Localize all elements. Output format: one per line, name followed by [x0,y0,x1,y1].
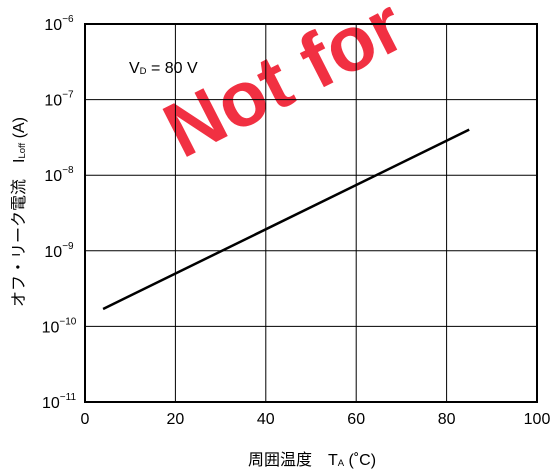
x-tick-label: 20 [167,411,185,428]
plot-frame [84,23,538,403]
x-tick-label: 80 [438,411,456,428]
x-tick-label: 0 [81,411,90,428]
y-tick-label: 10−6 [44,14,74,34]
y-tick-labels: 10−6 10−7 10−8 10−9 10−10 10−11 [42,14,77,412]
y-tick-label: 10−8 [44,165,74,185]
plot-border [84,23,538,403]
watermark: Not for [150,0,418,174]
y-axis-label: オフ・リーク電流 ILoff (A) [10,117,28,307]
y-tick-label: 10−11 [42,392,76,412]
y-tick-label: 10−7 [44,90,74,110]
y-tick-label: 10−9 [44,241,74,261]
y-tick-label: 10−10 [42,316,77,336]
condition-annotation: VD = 80 V [129,60,198,77]
x-tick-label: 40 [257,411,275,428]
x-tick-label: 100 [524,411,551,428]
grid-lines [85,24,537,402]
x-tick-labels: 0 20 40 60 80 100 [81,411,551,428]
x-axis-label: 周囲温度 TA (˚C) [248,451,376,469]
x-tick-label: 60 [347,411,365,428]
watermark-text: Not for [150,0,418,174]
series-group [102,128,470,311]
leakage-current-line [102,128,470,311]
